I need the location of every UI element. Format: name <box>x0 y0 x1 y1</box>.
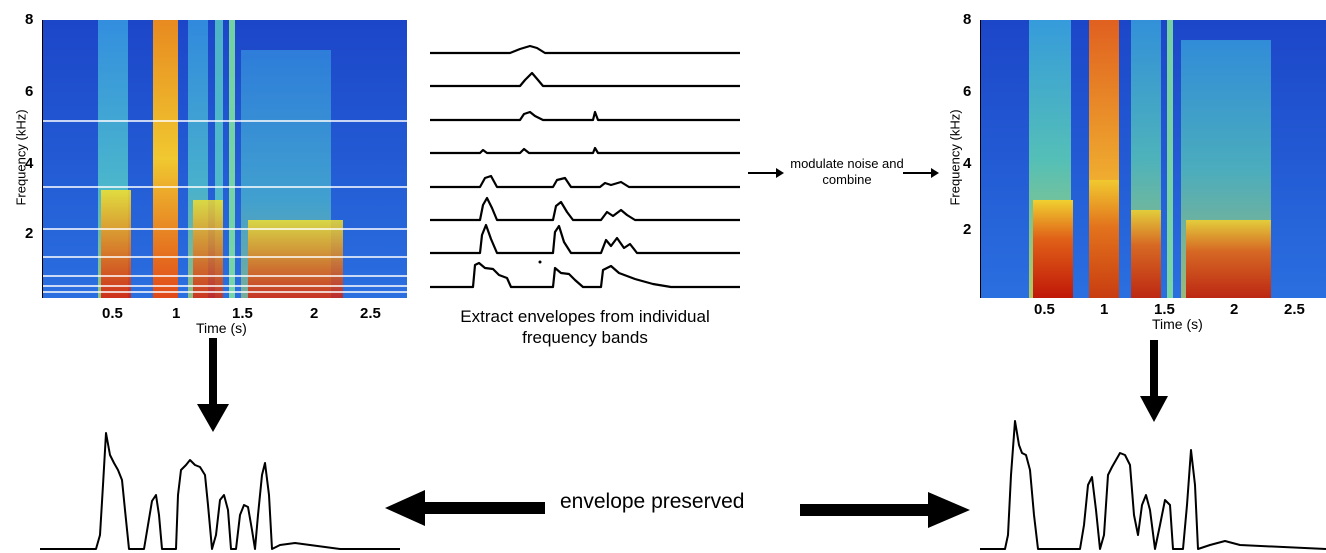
envelope-band-3 <box>430 110 740 122</box>
envelope-band-2 <box>430 71 740 88</box>
arrow-from-modulate-icon <box>903 168 939 178</box>
right-ytick-8: 8 <box>963 11 972 28</box>
right-x-axis-label: Time (s) <box>1152 316 1203 332</box>
right-xtick-1: 1 <box>1100 301 1109 318</box>
envelope-band-1 <box>430 44 740 55</box>
left-ytick-4: 4 <box>25 155 34 172</box>
envelope-band-8 <box>430 261 740 289</box>
right-xtick-1.5: 1.5 <box>1154 301 1175 318</box>
left-spectrogram-image <box>42 20 407 298</box>
left-xtick-1: 1 <box>172 305 181 322</box>
band-envelopes-svg <box>430 44 740 289</box>
right-down-arrow-icon <box>1140 340 1168 422</box>
envelope-preserved-label: envelope preserved <box>560 490 745 513</box>
left-spectrogram-svg <box>43 20 407 298</box>
band-envelopes-caption: Extract envelopes from individual freque… <box>460 307 710 347</box>
left-xtick-2.5: 2.5 <box>360 305 381 322</box>
right-xtick-2.5: 2.5 <box>1284 301 1305 318</box>
left-ytick-2: 2 <box>25 225 34 242</box>
left-x-axis-label: Time (s) <box>196 320 247 336</box>
envelope-band-4 <box>430 146 740 155</box>
right-ytick-6: 6 <box>963 83 972 100</box>
right-y-axis-label: Frequency (kHz) <box>947 109 963 206</box>
envelope-band-7 <box>430 223 740 255</box>
right-spectrogram-svg <box>981 20 1326 298</box>
left-xtick-1.5: 1.5 <box>232 305 253 322</box>
left-broadband-envelope <box>40 432 400 550</box>
right-horizontal-arrow-icon <box>800 492 970 528</box>
left-horizontal-arrow-icon <box>385 490 545 526</box>
right-xtick-0.5: 0.5 <box>1034 301 1055 318</box>
left-y-axis-label: Frequency (kHz) <box>13 109 29 206</box>
left-xtick-0.5: 0.5 <box>102 305 123 322</box>
right-ytick-4: 4 <box>963 155 972 172</box>
left-down-arrow-icon <box>197 338 229 432</box>
arrow-to-modulate-icon <box>748 168 784 178</box>
right-spectrogram-image <box>980 20 1326 298</box>
left-ytick-8: 8 <box>25 11 34 28</box>
envelope-band-5 <box>430 174 740 189</box>
right-ytick-2: 2 <box>963 221 972 238</box>
modulate-label: modulate noise and combine <box>790 156 904 187</box>
left-xtick-2: 2 <box>310 305 319 322</box>
right-broadband-envelope <box>980 420 1326 550</box>
envelope-band-6 <box>430 196 740 222</box>
right-xtick-2: 2 <box>1230 301 1239 318</box>
left-ytick-6: 6 <box>25 83 34 100</box>
